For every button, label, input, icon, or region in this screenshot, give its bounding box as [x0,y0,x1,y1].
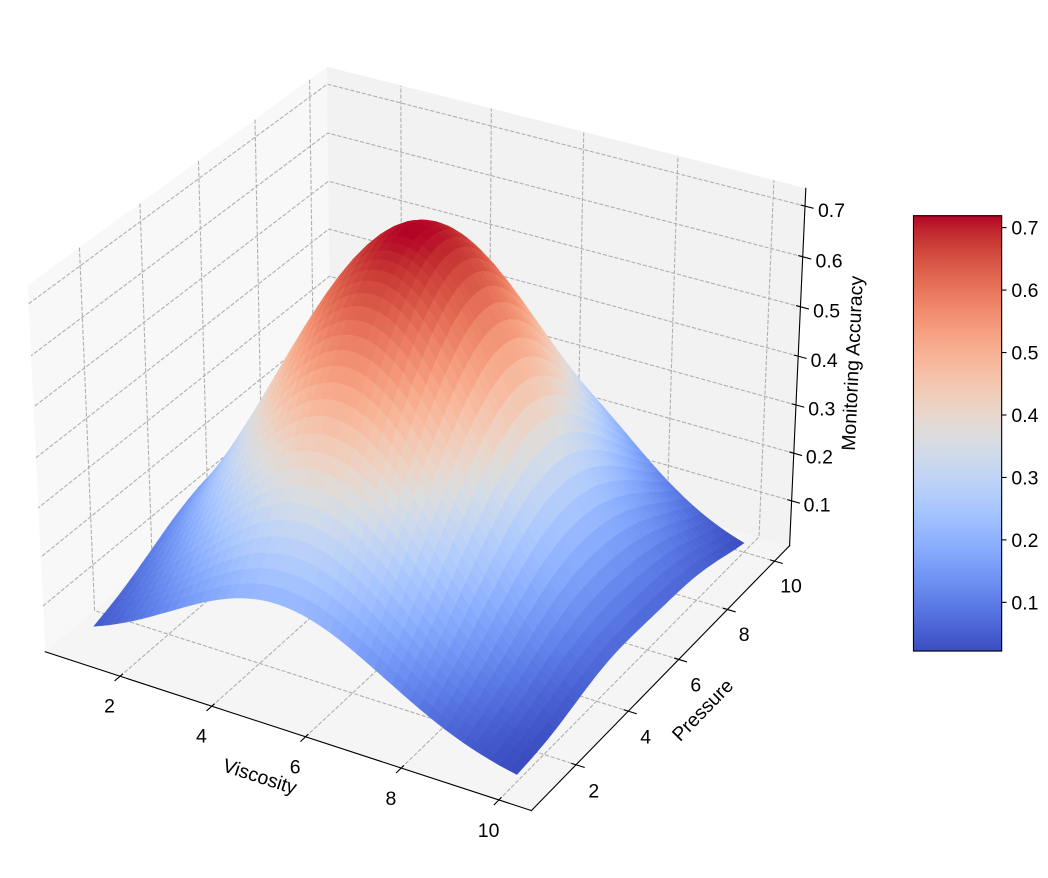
svg-text:4: 4 [640,726,651,748]
svg-text:0.5: 0.5 [813,300,840,322]
svg-text:8: 8 [739,624,750,646]
svg-text:0.1: 0.1 [804,494,831,516]
svg-text:10: 10 [780,575,802,597]
svg-text:2: 2 [588,780,599,802]
svg-text:0.7: 0.7 [1011,218,1038,240]
svg-text:0.4: 0.4 [1011,405,1038,427]
svg-text:0.1: 0.1 [1011,592,1038,614]
svg-text:0.2: 0.2 [806,447,833,469]
svg-text:0.4: 0.4 [811,350,838,372]
svg-text:8: 8 [386,788,397,810]
svg-text:4: 4 [196,726,207,748]
svg-text:10: 10 [478,820,500,842]
svg-text:0.2: 0.2 [1011,530,1038,552]
svg-text:0.7: 0.7 [818,200,845,222]
svg-text:6: 6 [690,674,701,696]
svg-text:6: 6 [290,756,301,778]
svg-text:2: 2 [104,695,115,717]
svg-text:0.6: 0.6 [1011,280,1038,302]
svg-text:0.3: 0.3 [1011,467,1038,489]
svg-text:0.5: 0.5 [1011,343,1038,365]
svg-text:0.6: 0.6 [816,250,843,272]
svg-text:0.3: 0.3 [808,399,835,421]
